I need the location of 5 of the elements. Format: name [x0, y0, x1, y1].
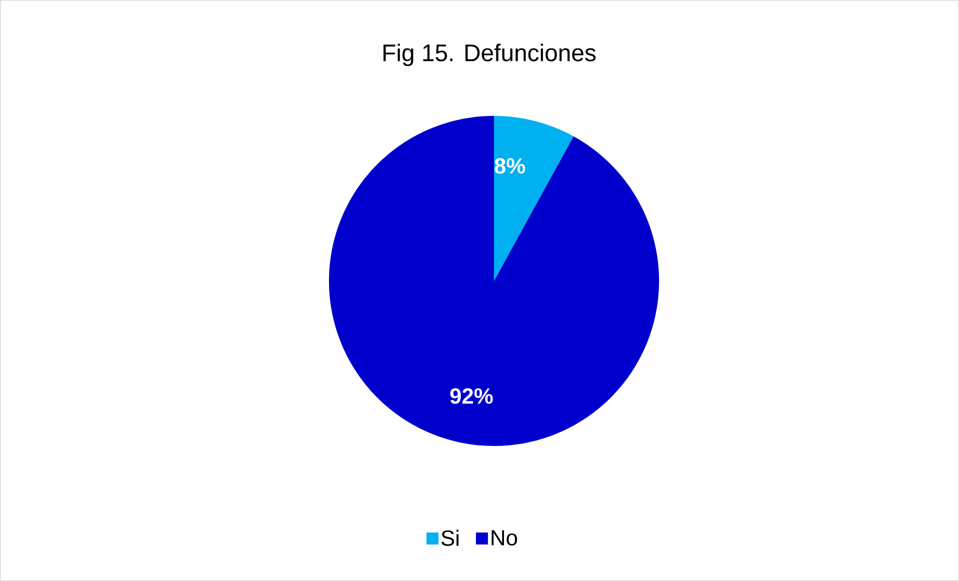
legend-label: Si — [441, 530, 458, 546]
data-label: 92% — [450, 388, 493, 404]
chart-title: Fig 15. Defunciones — [384, 44, 596, 66]
legend-label: No — [492, 530, 518, 546]
data-label: 8% — [494, 158, 526, 174]
